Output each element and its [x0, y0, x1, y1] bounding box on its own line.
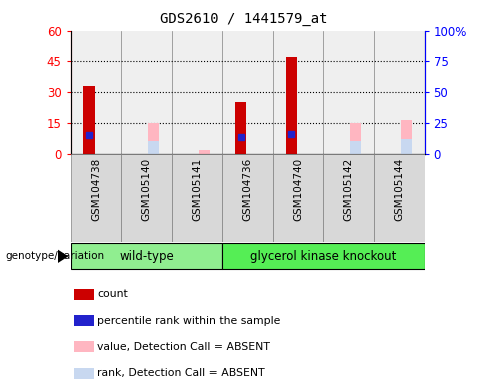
Text: glycerol kinase knockout: glycerol kinase knockout: [250, 250, 397, 263]
Text: GSM105144: GSM105144: [394, 158, 404, 221]
Text: GSM105142: GSM105142: [344, 158, 354, 221]
Text: GSM104740: GSM104740: [293, 158, 303, 221]
Text: percentile rank within the sample: percentile rank within the sample: [97, 316, 281, 326]
Text: GSM105140: GSM105140: [142, 158, 152, 221]
Bar: [83, 86, 95, 154]
Text: rank, Detection Call = ABSENT: rank, Detection Call = ABSENT: [97, 368, 265, 378]
Text: GSM104736: GSM104736: [243, 158, 253, 221]
Bar: [235, 103, 246, 154]
Bar: [273, 31, 324, 154]
Text: count: count: [97, 289, 128, 299]
Bar: [223, 31, 273, 154]
Bar: [374, 154, 425, 242]
Bar: [122, 154, 172, 242]
Bar: [324, 154, 374, 242]
Bar: [199, 150, 210, 154]
Bar: [74, 341, 94, 352]
Bar: [324, 31, 374, 154]
Text: GSM104738: GSM104738: [91, 158, 101, 221]
Text: wild-type: wild-type: [119, 250, 174, 263]
Bar: [148, 123, 159, 154]
Polygon shape: [58, 250, 68, 263]
Bar: [74, 315, 94, 326]
Bar: [350, 141, 362, 154]
Text: GSM105141: GSM105141: [192, 158, 202, 221]
Bar: [71, 154, 122, 242]
Bar: [223, 154, 273, 242]
Bar: [285, 57, 297, 154]
Bar: [401, 121, 412, 154]
Bar: [74, 367, 94, 379]
Bar: [172, 154, 223, 242]
Bar: [401, 139, 412, 154]
Text: value, Detection Call = ABSENT: value, Detection Call = ABSENT: [97, 342, 270, 352]
Bar: [172, 31, 223, 154]
Bar: [148, 141, 159, 154]
Bar: [122, 31, 172, 154]
Text: genotype/variation: genotype/variation: [5, 251, 104, 262]
Bar: [374, 31, 425, 154]
Bar: [350, 123, 362, 154]
Bar: [223, 243, 425, 269]
Text: GDS2610 / 1441579_at: GDS2610 / 1441579_at: [160, 12, 328, 25]
Bar: [71, 243, 223, 269]
Bar: [74, 289, 94, 300]
Bar: [273, 154, 324, 242]
Bar: [71, 31, 122, 154]
